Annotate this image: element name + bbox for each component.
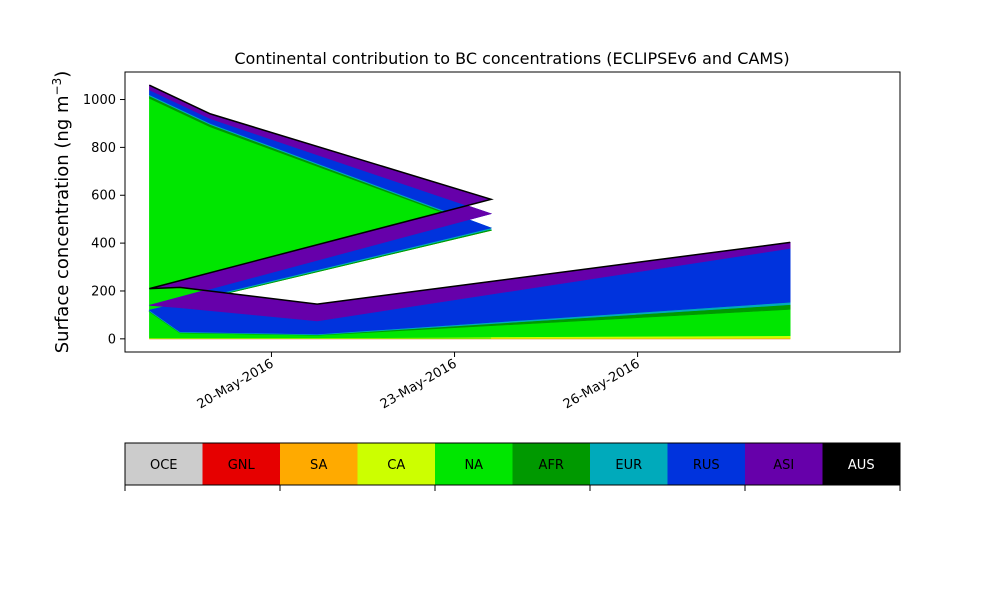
legend-label-eur: EUR xyxy=(615,458,642,473)
y-axis-ticks: 0 200 400 600 800 1000 xyxy=(83,93,125,347)
legend-label-sa: SA xyxy=(310,458,327,473)
y-tick-label: 0 xyxy=(108,332,116,347)
legend-swatch-afr xyxy=(512,443,590,485)
legend-label-na: NA xyxy=(464,458,483,473)
legend-swatch-gnl xyxy=(202,443,280,485)
x-tick-label: 23-May-2016 xyxy=(378,356,460,412)
legend-swatch-na xyxy=(435,443,513,485)
y-tick-label: 600 xyxy=(91,189,116,204)
legend-border xyxy=(124,442,901,486)
x-tick-label: 26-May-2016 xyxy=(561,356,643,412)
y-tick-label: 800 xyxy=(91,141,116,156)
y-tick-label: 400 xyxy=(91,237,116,252)
y-axis-label: Surface concentration (ng m−3) xyxy=(50,71,73,354)
legend-swatch-ca xyxy=(357,443,435,485)
y-tick-label: 1000 xyxy=(83,93,116,108)
colorbar-legend: OCE GNL SA CA NA AFR EUR RUS ASI AUS xyxy=(124,442,901,491)
legend-swatch-aus xyxy=(822,443,900,485)
legend-swatch-rus xyxy=(667,443,745,485)
legend-label-asi: ASI xyxy=(773,458,794,473)
legend-swatch-eur xyxy=(590,443,668,485)
y-axis-label-sup: −3 xyxy=(50,78,64,96)
legend-swatch-sa xyxy=(280,443,358,485)
legend-label-oce: OCE xyxy=(150,458,178,473)
legend-swatch-asi xyxy=(745,443,823,485)
legend-label-afr: AFR xyxy=(539,458,564,473)
legend-label-ca: CA xyxy=(387,458,405,473)
y-axis-label-close: ) xyxy=(52,71,73,78)
legend-label-rus: RUS xyxy=(693,458,720,473)
x-tick-label: 20-May-2016 xyxy=(195,356,277,412)
y-tick-label: 200 xyxy=(91,284,116,299)
legend-label-gnl: GNL xyxy=(228,458,256,473)
total-outline xyxy=(149,84,791,305)
axes-frame xyxy=(124,71,901,353)
x-axis-ticks: 20-May-2016 23-May-2016 26-May-2016 xyxy=(195,352,643,412)
y-axis-label-main: Surface concentration (ng m xyxy=(52,95,73,353)
area-layers xyxy=(148,84,791,340)
legend-label-aus: AUS xyxy=(848,458,875,473)
legend-swatch-oce xyxy=(125,443,203,485)
chart-title: Continental contribution to BC concentra… xyxy=(234,49,789,68)
